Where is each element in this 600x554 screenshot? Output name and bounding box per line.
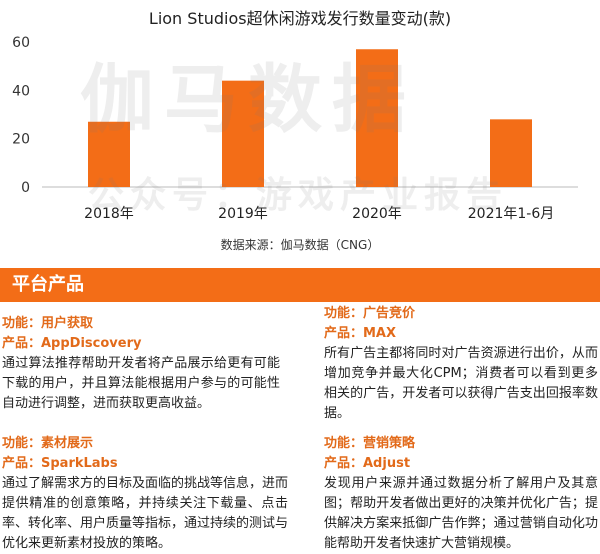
product-name: 产品：Adjust bbox=[324, 456, 411, 471]
x-tick-label: 2020年 bbox=[352, 206, 402, 222]
product-card-sparklabs: 功能：素材展示 产品：SparkLabs 通过了解需求方的目标及面临的挑战等信息… bbox=[2, 434, 288, 554]
product-function: 功能：素材展示 bbox=[2, 436, 94, 451]
bar bbox=[222, 80, 264, 187]
product-function: 功能：营销策略 bbox=[324, 436, 416, 451]
product-card-appdiscovery: 功能：用户获取 产品：AppDiscovery 通过算法推荐帮助开发者将产品展示… bbox=[2, 314, 280, 414]
section-header: 平台产品 bbox=[0, 268, 600, 302]
x-axis: 2018年 2019年 2020年 2021年1-6月 bbox=[84, 206, 554, 222]
x-tick-label: 2019年 bbox=[218, 206, 268, 222]
product-description: 发现用户来源并通过数据分析了解用户及其意图；帮助开发者做出更好的决策并优化广告；… bbox=[324, 476, 598, 551]
product-name: 产品：AppDiscovery bbox=[2, 336, 142, 351]
product-name: 产品：SparkLabs bbox=[2, 456, 118, 471]
bar bbox=[88, 121, 130, 187]
product-card-max: 功能：广告竞价 产品：MAX 所有广告主都将同时对广告资源进行出价，从而增加竞争… bbox=[324, 304, 598, 424]
product-description: 通过算法推荐帮助开发者将产品展示给更有可能下载的用户，并且算法能根据用户参与的可… bbox=[2, 356, 280, 411]
product-description: 通过了解需求方的目标及面临的挑战等信息，进而提供精准的创意策略，并持续关注下载量… bbox=[2, 476, 289, 551]
product-function: 功能：广告竞价 bbox=[324, 306, 416, 321]
y-tick-label: 20 bbox=[12, 132, 30, 148]
y-tick-label: 0 bbox=[21, 180, 30, 196]
y-axis: 0 20 40 60 bbox=[12, 35, 30, 196]
product-description: 所有广告主都将同时对广告资源进行出价，从而增加竞争并最大化CPM；消费者可以看到… bbox=[324, 346, 598, 421]
product-name: 产品：MAX bbox=[324, 326, 397, 341]
bar bbox=[356, 49, 398, 187]
data-source: 数据来源：伽马数据（CNG） bbox=[220, 238, 380, 252]
chart-title: Lion Studios超休闲游戏发行数量变动(款) bbox=[149, 9, 451, 28]
y-tick-label: 60 bbox=[12, 35, 30, 51]
product-function: 功能：用户获取 bbox=[2, 316, 94, 331]
bar-series bbox=[88, 49, 532, 187]
x-tick-label: 2021年1-6月 bbox=[468, 206, 555, 222]
bar-chart: Lion Studios超休闲游戏发行数量变动(款) 0 20 40 60 2018年… bbox=[12, 9, 578, 222]
x-tick-label: 2018年 bbox=[84, 206, 134, 222]
bar bbox=[490, 119, 532, 187]
product-card-adjust: 功能：营销策略 产品：Adjust 发现用户来源并通过数据分析了解用户及其意图；… bbox=[324, 434, 598, 554]
y-tick-label: 40 bbox=[12, 83, 30, 99]
